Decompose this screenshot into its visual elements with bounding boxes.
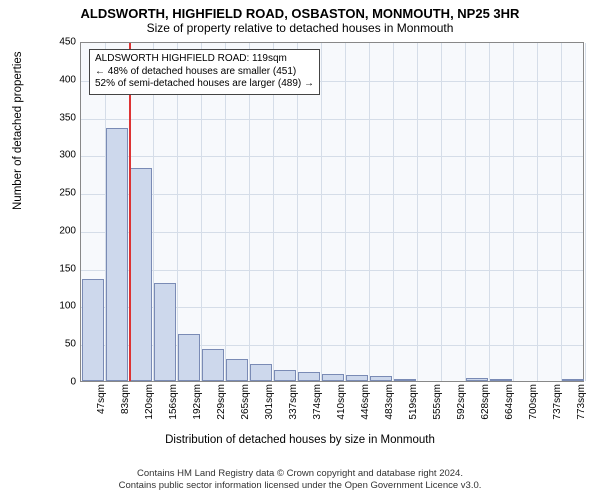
- annotation-box: ALDSWORTH HIGHFIELD ROAD: 119sqm ← 48% o…: [89, 49, 320, 95]
- footer-line1: Contains HM Land Registry data © Crown c…: [0, 468, 600, 480]
- grid-line-v: [585, 43, 586, 381]
- x-tick-label: 410sqm: [336, 384, 347, 420]
- x-tick-label: 337sqm: [288, 384, 299, 420]
- grid-line-v: [489, 43, 490, 381]
- x-tick-label: 156sqm: [168, 384, 179, 420]
- grid-line-v: [513, 43, 514, 381]
- x-tick-label: 192sqm: [192, 384, 203, 420]
- annotation-line3: 52% of semi-detached houses are larger (…: [95, 78, 314, 91]
- bar: [274, 370, 297, 381]
- grid-line-v: [321, 43, 322, 381]
- bar: [82, 279, 105, 381]
- grid-line-v: [369, 43, 370, 381]
- x-tick-label: 519sqm: [408, 384, 419, 420]
- y-tick-label: 100: [36, 301, 76, 312]
- x-tick-label: 83sqm: [120, 384, 131, 414]
- bar: [130, 168, 153, 381]
- x-tick-label: 592sqm: [456, 384, 467, 420]
- y-tick-label: 250: [36, 188, 76, 199]
- bar: [490, 379, 513, 381]
- x-tick-label: 628sqm: [480, 384, 491, 420]
- x-tick-label: 265sqm: [240, 384, 251, 420]
- bar: [178, 334, 201, 381]
- y-tick-label: 0: [36, 377, 76, 388]
- x-tick-label: 555sqm: [432, 384, 443, 420]
- grid-line-v: [561, 43, 562, 381]
- grid-line-h: [81, 119, 583, 120]
- bar: [562, 379, 585, 381]
- x-tick-label: 700sqm: [528, 384, 539, 420]
- bar: [322, 374, 345, 381]
- annotation-line2: ← 48% of detached houses are smaller (45…: [95, 66, 314, 79]
- x-tick-label: 737sqm: [552, 384, 563, 420]
- y-tick-label: 300: [36, 150, 76, 161]
- bar: [202, 349, 225, 381]
- footer: Contains HM Land Registry data © Crown c…: [0, 468, 600, 492]
- x-tick-label: 301sqm: [264, 384, 275, 420]
- bar: [250, 364, 273, 381]
- y-tick-label: 150: [36, 263, 76, 274]
- x-tick-label: 773sqm: [576, 384, 587, 420]
- x-tick-label: 483sqm: [384, 384, 395, 420]
- x-tick-label: 47sqm: [96, 384, 107, 414]
- grid-line-v: [441, 43, 442, 381]
- bar: [226, 359, 249, 381]
- plot-area: ALDSWORTH HIGHFIELD ROAD: 119sqm ← 48% o…: [80, 42, 584, 382]
- y-tick-label: 350: [36, 112, 76, 123]
- x-tick-label: 229sqm: [216, 384, 227, 420]
- page-subtitle: Size of property relative to detached ho…: [0, 21, 600, 37]
- x-axis-label: Distribution of detached houses by size …: [0, 434, 600, 446]
- grid-line-v: [345, 43, 346, 381]
- grid-line-h: [81, 156, 583, 157]
- bar: [466, 378, 489, 381]
- x-tick-label: 664sqm: [504, 384, 515, 420]
- footer-line2: Contains public sector information licen…: [0, 480, 600, 492]
- grid-line-h: [81, 232, 583, 233]
- grid-line-h: [81, 270, 583, 271]
- y-tick-label: 400: [36, 74, 76, 85]
- bar: [370, 376, 393, 381]
- bar: [394, 379, 417, 381]
- x-tick-label: 446sqm: [360, 384, 371, 420]
- page-title: ALDSWORTH, HIGHFIELD ROAD, OSBASTON, MON…: [0, 0, 600, 21]
- x-tick-label: 120sqm: [144, 384, 155, 420]
- annotation-line1: ALDSWORTH HIGHFIELD ROAD: 119sqm: [95, 53, 314, 66]
- chart-container: ALDSWORTH HIGHFIELD ROAD: 119sqm ← 48% o…: [52, 42, 584, 420]
- x-tick-label: 374sqm: [312, 384, 323, 420]
- grid-line-v: [393, 43, 394, 381]
- y-axis-label: Number of detached properties: [12, 51, 24, 210]
- grid-line-h: [81, 194, 583, 195]
- bar: [298, 372, 321, 381]
- bar: [106, 128, 129, 381]
- bar: [346, 375, 369, 381]
- bar: [154, 283, 177, 381]
- y-tick-label: 200: [36, 225, 76, 236]
- grid-line-v: [537, 43, 538, 381]
- y-tick-label: 50: [36, 339, 76, 350]
- grid-line-v: [465, 43, 466, 381]
- y-tick-label: 450: [36, 37, 76, 48]
- grid-line-v: [417, 43, 418, 381]
